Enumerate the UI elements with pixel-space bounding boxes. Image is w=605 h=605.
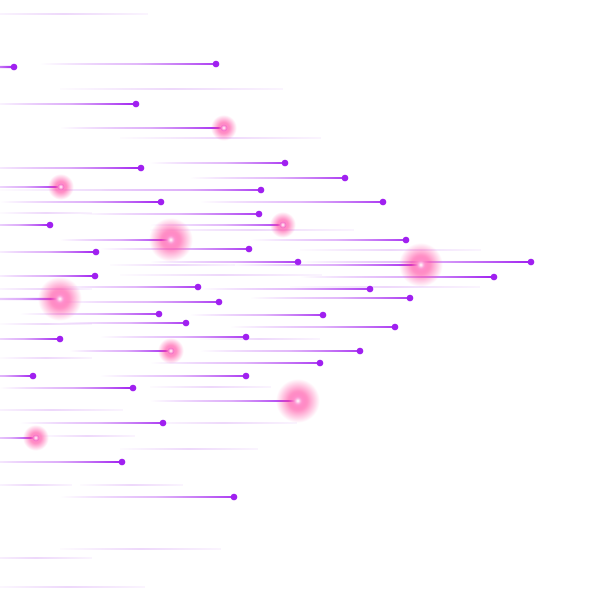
streak-dot <box>366 285 374 293</box>
streak-dot <box>182 319 190 327</box>
streak-dot <box>406 294 414 302</box>
streak-dot <box>92 248 100 256</box>
glow-orb <box>23 425 49 451</box>
streak-dot <box>319 311 327 319</box>
streak-dot <box>242 333 250 341</box>
glow-orb <box>270 212 296 238</box>
streak-dot <box>29 372 37 380</box>
streak-dot <box>91 272 99 280</box>
streak-dot <box>10 63 18 71</box>
streak-dot <box>46 221 54 229</box>
streak-dot <box>56 335 64 343</box>
streak-dot <box>356 347 364 355</box>
streak-dot <box>159 419 167 427</box>
streak-dot <box>245 245 253 253</box>
streak-dot <box>341 174 349 182</box>
streak-dot <box>490 273 498 281</box>
streak-dot <box>257 186 265 194</box>
streak-dot <box>379 198 387 206</box>
streak-dot <box>212 60 220 68</box>
streak-dot <box>132 100 140 108</box>
streak-dot <box>118 458 126 466</box>
glow-orb <box>48 174 74 200</box>
streak-dot <box>527 258 535 266</box>
streak-dot <box>215 298 223 306</box>
streak-dot <box>391 323 399 331</box>
streak-dot <box>129 384 137 392</box>
streak-dot <box>255 210 263 218</box>
streak-dot <box>242 372 250 380</box>
glow-orb <box>38 277 82 321</box>
streak-dot <box>194 283 202 291</box>
streak-layer <box>0 60 535 501</box>
streak-dot <box>137 164 145 172</box>
streak-dot <box>157 198 165 206</box>
glow-orb <box>158 338 184 364</box>
streak-dot <box>316 359 324 367</box>
streak-dot <box>281 159 289 167</box>
glow-layer <box>23 115 443 451</box>
streak-dot <box>402 236 410 244</box>
streak-dot <box>155 310 163 318</box>
glow-orb <box>211 115 237 141</box>
glow-orb <box>276 379 320 423</box>
streak-dot <box>230 493 238 501</box>
glow-orb <box>399 243 443 287</box>
glow-orb <box>149 218 193 262</box>
streak-dot <box>294 258 302 266</box>
